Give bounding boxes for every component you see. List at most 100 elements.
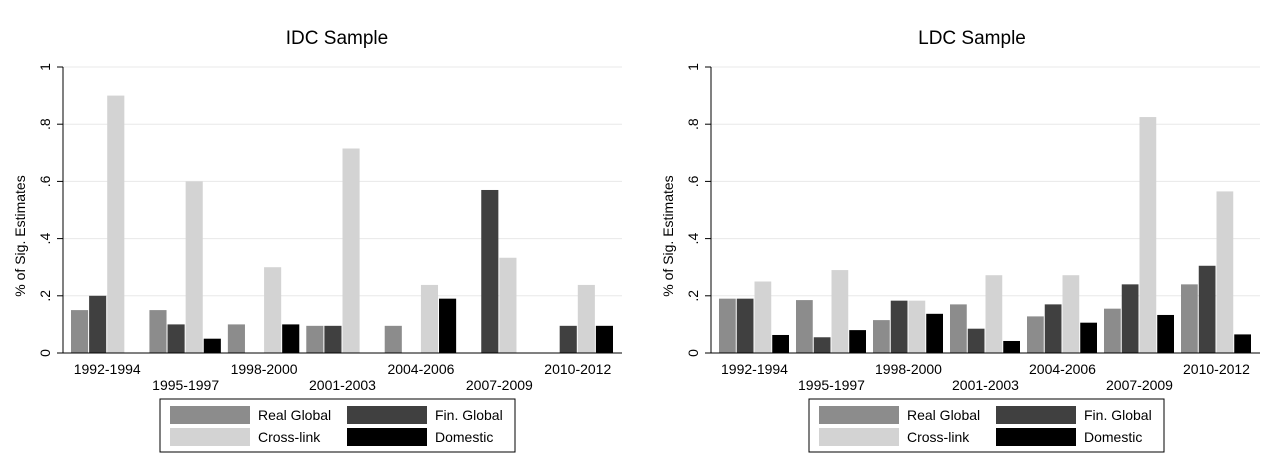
bar [1157,314,1174,353]
y-tick-label: .6 [685,175,701,187]
x-tick-label: 1995-1997 [798,377,865,393]
bar [577,284,595,353]
bar [499,257,517,353]
bar [420,284,439,353]
bar [1080,322,1097,353]
x-tick-label: 2007-2009 [1106,377,1173,393]
legend-label: Real Global [907,407,980,423]
legend: Real Global Fin. Global Cross-link Domestic [808,398,1165,453]
bar [908,300,926,353]
x-tick-label: 2004-2006 [387,361,454,377]
bar [1216,191,1234,353]
bar [71,310,89,353]
bar [282,324,300,353]
bar [1027,316,1044,353]
y-axis-label: % of Sig. Estimates [12,175,28,296]
legend-swatch [170,406,250,424]
bar [1044,304,1062,353]
y-tick-label: .6 [37,175,53,187]
bar [203,338,221,353]
legend-swatch [347,428,427,446]
bar [595,325,613,353]
bar [264,267,282,353]
bar [1062,275,1080,353]
bar [719,298,736,353]
y-tick-label: 0 [37,349,53,357]
bar [1121,284,1139,353]
chart-title: LDC Sample [918,28,1026,49]
bar [342,148,360,353]
bar [227,324,245,353]
legend-label: Real Global [258,407,331,423]
y-tick-label: .2 [685,290,701,302]
legend-label: Cross-link [907,429,970,445]
bar [481,189,499,353]
y-tick-label: 0 [685,349,701,357]
bar [107,95,125,353]
bar [89,295,107,353]
bar [1104,308,1121,353]
chart-panel-2: LDC Sample 0 .2 .4 .6 .8 1 % of Sig. Estimates 1… [660,28,1260,453]
legend-label: Fin. Global [435,407,503,423]
legend-swatch [819,406,899,424]
x-tick-label: 1992-1994 [74,361,141,377]
bar [324,325,342,353]
x-tick-label: 1992-1994 [721,361,788,377]
legend-label: Fin. Global [1084,407,1152,423]
bar [890,300,908,353]
legend-swatch [170,428,250,446]
bar [813,337,831,353]
bar [1198,265,1216,353]
bar [384,325,402,353]
bar [559,325,577,353]
bar [1003,340,1020,353]
bar [736,298,754,353]
bar [873,320,890,353]
y-tick-label: .8 [685,118,701,130]
bar [796,300,813,353]
x-tick-label: 2004-2006 [1029,361,1096,377]
y-axis-label: % of Sig. Estimates [660,175,676,296]
bar [1181,284,1198,353]
y-tick-label: .8 [37,118,53,130]
x-tick-label: 2010-2012 [1183,361,1250,377]
bar [950,304,967,353]
legend-label: Domestic [1084,429,1142,445]
bar [754,281,772,353]
bar [849,330,866,353]
bar [185,181,203,353]
legend-swatch [996,428,1076,446]
bar [831,270,849,353]
bar [967,328,985,353]
x-tick-label: 2010-2012 [544,361,611,377]
y-tick-label: .2 [37,290,53,302]
bar [167,324,185,353]
x-tick-label: 2007-2009 [466,377,533,393]
legend-label: Domestic [435,429,493,445]
y-tick-label: 1 [37,63,53,71]
y-tick-label: 1 [685,63,701,71]
legend: Real Global Fin. Global Cross-link Domestic [159,398,516,453]
x-tick-label: 1995-1997 [152,377,219,393]
bar [439,298,457,353]
legend-swatch [819,428,899,446]
bar [149,310,167,353]
bar [772,334,789,353]
bar [306,325,324,353]
bar [926,313,943,353]
x-tick-label: 2001-2003 [952,377,1019,393]
x-tick-label: 2001-2003 [309,377,376,393]
legend-swatch [347,406,427,424]
bar [985,275,1003,353]
y-tick-label: .4 [37,233,53,245]
chart-panel-1: IDC Sample 0 .2 .4 .6 .8 1 % of Sig. Estimates 1… [12,28,622,453]
bar [1234,334,1251,353]
x-tick-label: 1998-2000 [231,361,298,377]
y-tick-label: .4 [685,233,701,245]
x-tick-label: 1998-2000 [875,361,942,377]
legend-swatch [996,406,1076,424]
bar [1139,117,1157,353]
legend-label: Cross-link [258,429,321,445]
chart-title: IDC Sample [286,28,388,49]
